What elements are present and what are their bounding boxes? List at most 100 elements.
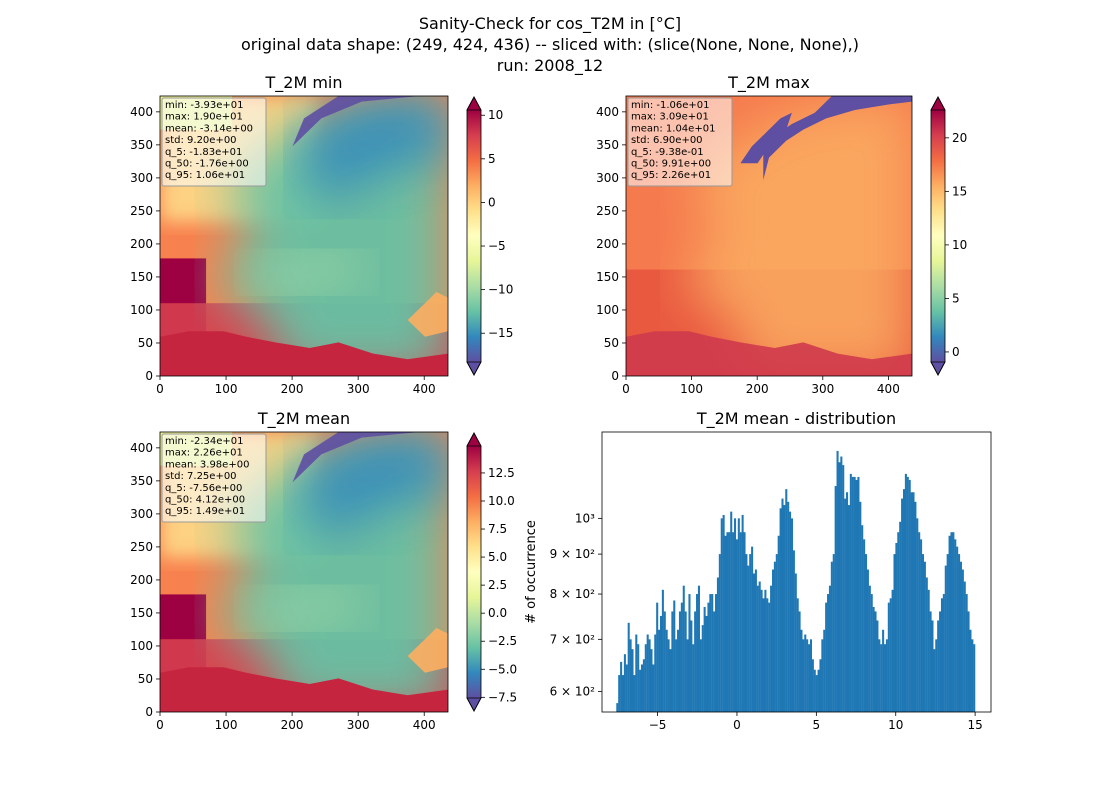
histogram-bar <box>887 602 890 712</box>
figure-title-line2: original data shape: (249, 424, 436) -- … <box>241 35 859 54</box>
histogram-bar <box>770 585 773 712</box>
histogram-bar <box>800 629 803 712</box>
histogram-bar <box>637 644 640 712</box>
histogram-bar <box>813 669 816 712</box>
histogram-bar <box>669 649 672 712</box>
histogram-bar <box>773 561 776 712</box>
histogram-bar <box>809 639 812 712</box>
x-tick-label: 15 <box>967 718 982 732</box>
histogram-bar <box>967 611 970 712</box>
histogram-bar <box>942 594 945 712</box>
histogram-bar <box>627 622 630 712</box>
histogram-bar <box>771 569 775 712</box>
histogram-bar <box>954 539 957 712</box>
histogram-bar <box>692 644 695 712</box>
heatmap-0: 0 100 200 300 400 0 50 100 150 200 250 300 350 400 T_2… <box>130 73 449 396</box>
histogram-bar <box>811 659 814 712</box>
y-tick-label: 200 <box>130 237 153 251</box>
histogram-bar <box>969 629 972 712</box>
histogram-bar <box>697 585 700 712</box>
heatmap-cold-north <box>292 96 420 147</box>
histogram-frame <box>601 431 992 713</box>
histogram-bar <box>747 565 750 712</box>
colorbar-tick-label: 0.0 <box>488 606 507 620</box>
histogram-bar <box>819 659 822 712</box>
histogram-bar <box>633 675 636 712</box>
histogram-bar <box>688 594 691 712</box>
colorbar-1: 20 15 10 5 0 <box>930 96 967 376</box>
stats-line: q_50: 4.12e+00 <box>165 495 245 506</box>
stats-line: min: -1.06e+01 <box>631 100 710 111</box>
histogram-bar <box>863 539 866 712</box>
histogram-bar <box>781 498 784 712</box>
colorbar-0: 10 5 0 −5 −10 −15 <box>466 96 513 376</box>
histogram-bar <box>682 585 685 712</box>
colorbar-extend-min <box>466 361 482 376</box>
y-tick-label: 0 <box>145 369 153 383</box>
histogram-bar <box>923 561 926 712</box>
histogram-bar <box>895 542 898 712</box>
histogram-bar <box>671 611 674 712</box>
colorbar-outline <box>466 96 482 376</box>
histogram-bar <box>825 602 828 712</box>
stats-box <box>161 433 267 523</box>
histogram-bar <box>631 649 634 712</box>
histogram-bar <box>946 554 949 712</box>
histogram-bar <box>621 675 625 712</box>
stats-line: min: -2.34e+01 <box>165 436 244 447</box>
y-tick-label: 100 <box>130 303 153 317</box>
histogram-bar <box>891 589 894 712</box>
histogram-bar <box>956 546 959 712</box>
heatmap-frame <box>159 431 449 713</box>
heatmap-cold-east <box>298 432 448 544</box>
histogram-bar <box>925 577 928 712</box>
histogram-bar <box>728 532 731 712</box>
histogram-bar <box>752 573 756 712</box>
histogram-bar <box>817 669 820 712</box>
heatmap-cold-east <box>298 96 448 208</box>
histogram-bar <box>948 535 951 712</box>
histogram-bar <box>906 476 909 712</box>
histogram-bar <box>961 569 964 712</box>
histogram-bar <box>673 600 676 712</box>
histogram-bar <box>808 644 811 712</box>
x-tick-label: 200 <box>281 382 304 396</box>
histogram-bar <box>715 594 718 712</box>
histogram-bar <box>868 585 871 712</box>
y-tick-label: 0 <box>145 705 153 719</box>
histogram-bar <box>760 589 763 712</box>
histogram-bar <box>635 634 638 712</box>
x-tick-label: 0 <box>733 718 741 732</box>
histogram-bar <box>656 602 659 712</box>
heatmap-field-0 <box>160 96 448 376</box>
stats-box <box>161 97 267 187</box>
y-tick-label: 150 <box>130 606 153 620</box>
colorbar-tick-label: 5 <box>952 291 960 305</box>
histogram-bar <box>929 611 932 712</box>
stats-line: std: 7.25e+00 <box>165 471 237 482</box>
y-tick-label: 300 <box>130 171 153 185</box>
x-tick-label: 300 <box>347 718 370 732</box>
y-tick-label: 8 × 10² <box>550 587 596 601</box>
histogram-bar <box>893 554 896 712</box>
histogram-bar <box>874 611 877 712</box>
heatmap-2: 0 100 200 300 400 0 50 100 150 200 250 300 350 400 T_2… <box>130 409 449 732</box>
y-tick-label: 150 <box>596 270 619 284</box>
histogram-bar <box>787 501 790 712</box>
y-tick-label: 350 <box>596 138 619 152</box>
histogram-bar <box>732 532 735 712</box>
histogram-bar <box>828 585 831 712</box>
histogram-bar <box>935 639 938 712</box>
colorbar-tick-label: −7.5 <box>488 690 517 704</box>
histogram-bar <box>675 639 678 712</box>
histogram-bar <box>933 649 936 712</box>
histogram-bar <box>834 486 837 712</box>
histogram-bar <box>878 639 881 712</box>
histogram-bar <box>836 450 839 712</box>
stats-line: mean: -3.14e+00 <box>165 123 253 134</box>
histogram-bar <box>663 611 666 712</box>
histogram-bar <box>646 634 649 712</box>
heatmap-alps <box>246 588 368 628</box>
histogram-bar <box>958 554 961 712</box>
